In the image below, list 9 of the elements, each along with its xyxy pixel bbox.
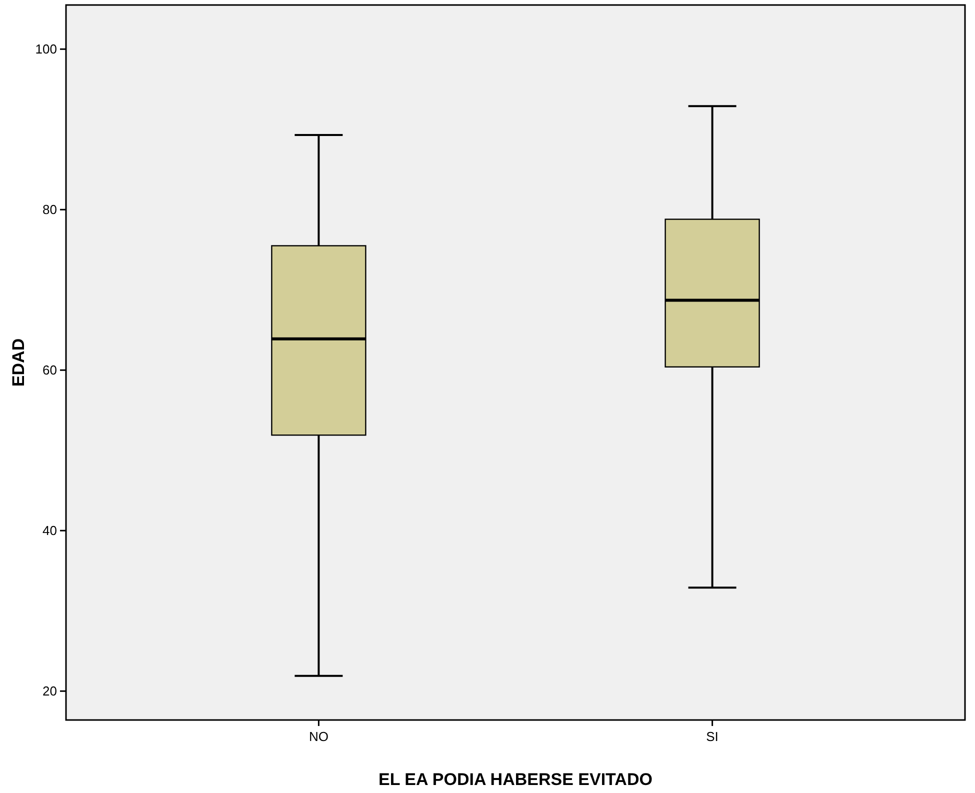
y-tick-label: 20 [42, 684, 57, 699]
y-axis-title: EDAD [9, 338, 28, 387]
x-axis-title: EL EA PODIA HABERSE EVITADO [378, 770, 652, 789]
x-tick-label: NO [308, 729, 328, 744]
y-tick-label: 80 [42, 202, 57, 218]
y-tick-label: 40 [42, 523, 57, 538]
y-tick-label: 100 [35, 42, 57, 57]
x-tick-label: SI [706, 729, 718, 744]
y-tick-label: 60 [42, 362, 57, 378]
